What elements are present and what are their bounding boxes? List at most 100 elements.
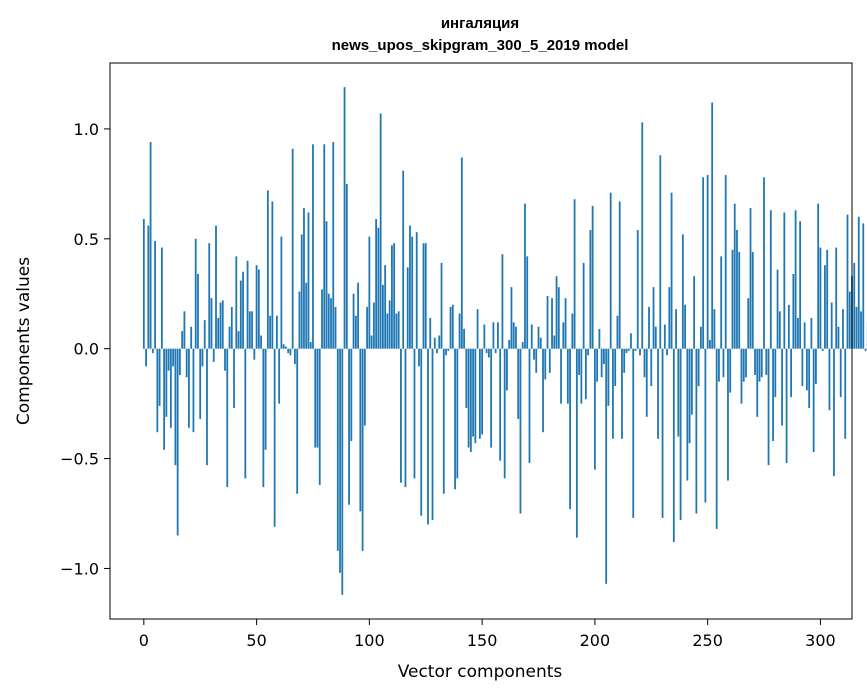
y-tick-label: 1.0	[74, 120, 99, 139]
bar-209	[614, 348, 617, 387]
bar-292	[801, 348, 804, 387]
bar-113	[397, 311, 400, 349]
bar-309	[839, 348, 842, 398]
bar-153	[487, 348, 490, 358]
bar-46	[246, 260, 249, 349]
bar-131	[438, 335, 441, 349]
bar-82	[327, 293, 330, 349]
bar-74	[309, 342, 312, 349]
bar-60	[278, 348, 281, 404]
bar-97	[361, 348, 364, 551]
bar-84	[332, 142, 335, 349]
y-tick-label: −1.0	[60, 559, 99, 578]
bar-55	[266, 190, 269, 349]
bar-184	[557, 287, 560, 349]
bar-254	[715, 348, 718, 529]
bar-257	[722, 348, 725, 378]
bar-263	[736, 230, 738, 349]
bar-178	[544, 348, 547, 380]
bar-239	[681, 234, 684, 349]
bar-107	[384, 265, 387, 349]
bar-306	[833, 348, 835, 477]
bar-89	[343, 87, 346, 349]
bar-111	[393, 243, 396, 349]
bar-23	[194, 238, 197, 349]
bar-148	[476, 309, 479, 349]
bar-51	[257, 269, 260, 349]
bar-80	[323, 144, 326, 349]
bar-247	[699, 326, 702, 349]
bar-245	[695, 348, 698, 514]
bar-221	[641, 122, 644, 349]
bar-117	[406, 267, 409, 349]
bar-8	[160, 247, 163, 349]
bar-250	[706, 175, 709, 349]
bar-43	[239, 280, 242, 349]
bar-303	[826, 249, 829, 349]
bar-186	[562, 322, 565, 349]
bar-98	[363, 348, 366, 426]
bar-13	[172, 348, 175, 367]
bar-29	[208, 243, 211, 349]
bar-225	[650, 348, 653, 387]
bar-234	[670, 192, 673, 349]
bar-229	[659, 155, 662, 349]
bar-115	[402, 170, 405, 349]
bar-246	[697, 348, 700, 387]
bar-90	[345, 183, 348, 349]
bar-223	[645, 348, 648, 417]
bar-70	[300, 234, 303, 349]
bar-317	[857, 216, 860, 349]
bar-179	[546, 295, 549, 349]
bar-88	[341, 348, 344, 595]
bar-252	[711, 102, 714, 349]
bar-135	[447, 348, 450, 351]
bar-141	[460, 157, 463, 349]
bar-87	[339, 348, 341, 573]
bar-295	[808, 348, 811, 409]
bar-320	[864, 348, 867, 351]
bar-224	[648, 306, 650, 349]
bar-242	[688, 348, 691, 444]
x-tick-label: 150	[467, 631, 498, 650]
bar-104	[377, 227, 380, 349]
bar-286	[787, 304, 790, 349]
bar-120	[413, 348, 416, 479]
bar-83	[330, 298, 332, 349]
bar-145	[469, 348, 472, 452]
bar-142	[463, 328, 465, 349]
bar-134	[445, 348, 447, 356]
bar-307	[835, 247, 838, 349]
bar-274	[760, 348, 763, 378]
bar-210	[616, 315, 619, 349]
bar-25	[199, 348, 202, 420]
bar-269	[749, 208, 752, 349]
bar-260	[729, 348, 732, 393]
bar-238	[679, 348, 682, 521]
bar-16	[179, 348, 181, 376]
y-ticks: −1.0 −0.5 0.0 0.5 1.0	[60, 120, 110, 578]
bar-128	[431, 348, 434, 521]
x-tick-label: 250	[692, 631, 723, 650]
bar-156	[494, 348, 497, 354]
bar-63	[285, 346, 287, 349]
bar-233	[668, 287, 671, 349]
bar-5	[154, 241, 156, 349]
bar-187	[564, 298, 567, 349]
bar-45	[244, 348, 247, 479]
bar-108	[386, 313, 389, 349]
bar-57	[271, 201, 274, 349]
bar-68	[296, 348, 299, 494]
bar-197	[587, 348, 590, 356]
bar-230	[661, 348, 664, 518]
bar-316	[855, 306, 858, 349]
bar-86	[336, 348, 339, 551]
bar-168	[521, 342, 524, 349]
bar-297	[812, 348, 815, 452]
bar-175	[537, 326, 540, 349]
bar-58	[273, 348, 276, 527]
bar-282	[778, 311, 781, 349]
bar-151	[483, 324, 486, 349]
bar-17	[181, 331, 184, 349]
bar-149	[478, 348, 481, 439]
